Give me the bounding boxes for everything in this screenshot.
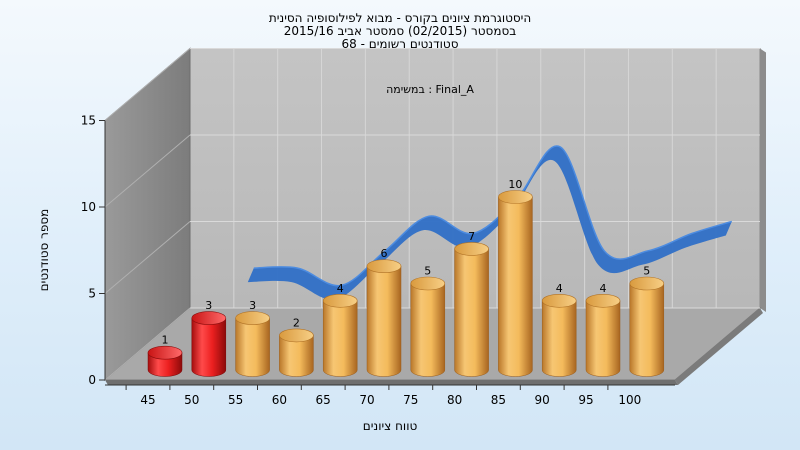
x-tick-label: 100: [618, 393, 641, 407]
bar-body: [585, 300, 621, 377]
task-annotation: במשימה : Final_A: [386, 83, 474, 96]
bar-data-label: 10: [508, 178, 522, 191]
h-gridline-side: [104, 221, 191, 294]
back-wall-edge: [760, 48, 766, 312]
chart-title: היסטוגרמת ציונים בקורס - מבוא לפילוסופיה…: [269, 11, 531, 51]
bar-data-label: 5: [643, 265, 650, 278]
bar: 10: [498, 178, 533, 377]
x-tick-label: 55: [228, 393, 243, 407]
bar-top: [629, 276, 665, 291]
x-tick-label: 80: [447, 393, 462, 407]
bar-data-label: 7: [468, 230, 475, 243]
x-tick-label: 90: [535, 393, 550, 407]
bar-data-label: 4: [337, 282, 344, 295]
bar-data-label: 3: [249, 299, 256, 312]
x-tick-label: 45: [140, 393, 155, 407]
bar: 3: [235, 299, 270, 377]
bar-top: [279, 328, 314, 343]
bar-data-label: 4: [600, 282, 607, 295]
x-tick-label: 50: [184, 393, 199, 407]
trend-ribbon-shape: [247, 145, 732, 300]
bar: 6: [366, 247, 402, 377]
bar-top: [454, 242, 489, 256]
chart-title-line-1: היסטוגרמת ציונים בקורס - מבוא לפילוסופיה…: [269, 11, 531, 25]
bar-body: [191, 317, 227, 377]
bar: 4: [322, 282, 358, 377]
bar-body: [498, 196, 533, 377]
y-tick-label: 15: [81, 114, 96, 128]
chart-title-line-3: סטודנטים רשומים - 68: [341, 37, 458, 51]
bar-series: 1 3 3 2 4 6 5 7 10 4 4 5: [147, 178, 665, 377]
bar: 4: [585, 282, 621, 377]
bar-top: [366, 259, 402, 274]
x-tick-label: 60: [272, 393, 287, 407]
bar-body: [235, 317, 270, 377]
bar-body: [366, 265, 402, 377]
bar: 4: [541, 282, 577, 377]
bar: 7: [454, 230, 489, 377]
bar: 2: [279, 316, 314, 377]
bar-top: [322, 293, 358, 308]
gridlines: [104, 48, 760, 381]
y-tick-label: 5: [88, 287, 96, 301]
floor-edge: [105, 380, 678, 385]
bar-top: [498, 190, 533, 204]
h-gridline-side: [104, 134, 191, 208]
bar-body: [410, 283, 446, 377]
h-gridline-side: [104, 48, 191, 121]
chart-title-line-2: בסמסטר (02/2015) סמסטר אביב 2015/16: [284, 24, 516, 38]
bar-data-label: 6: [381, 247, 388, 260]
bar: 5: [410, 265, 446, 377]
x-tick-label: 95: [578, 393, 593, 407]
bar-body: [541, 300, 577, 377]
x-tick-label: 85: [491, 393, 506, 407]
bar-body: [279, 335, 314, 377]
x-tick-label: 65: [316, 393, 331, 407]
bar-top: [541, 293, 577, 308]
bar: 5: [629, 265, 665, 377]
bar-data-label: 2: [293, 316, 300, 329]
bar: 3: [191, 299, 227, 377]
bar-body: [629, 283, 665, 377]
x-axis-title: טווח ציונים: [363, 419, 418, 433]
h-gridline-side: [104, 307, 191, 381]
bar-data-label: 4: [556, 282, 563, 295]
bar-top: [585, 293, 621, 308]
y-axis-title: מספר סטודנטים: [37, 209, 51, 292]
floor-side-edge: [675, 308, 763, 385]
bar-data-label: 3: [205, 299, 212, 312]
x-tick-label: 75: [403, 393, 418, 407]
y-tick-label: 0: [88, 373, 96, 387]
bar-data-label: 5: [424, 265, 431, 278]
bar-top: [410, 276, 446, 291]
bar-top: [235, 311, 270, 325]
bar: 1: [147, 334, 183, 377]
bar-data-label: 1: [162, 334, 169, 347]
bar-top: [147, 345, 183, 360]
y-tick-label: 10: [81, 200, 96, 214]
bar-top: [191, 311, 227, 325]
bar-body: [454, 248, 489, 377]
x-tick-label: 70: [359, 393, 374, 407]
bar-body: [322, 300, 358, 377]
